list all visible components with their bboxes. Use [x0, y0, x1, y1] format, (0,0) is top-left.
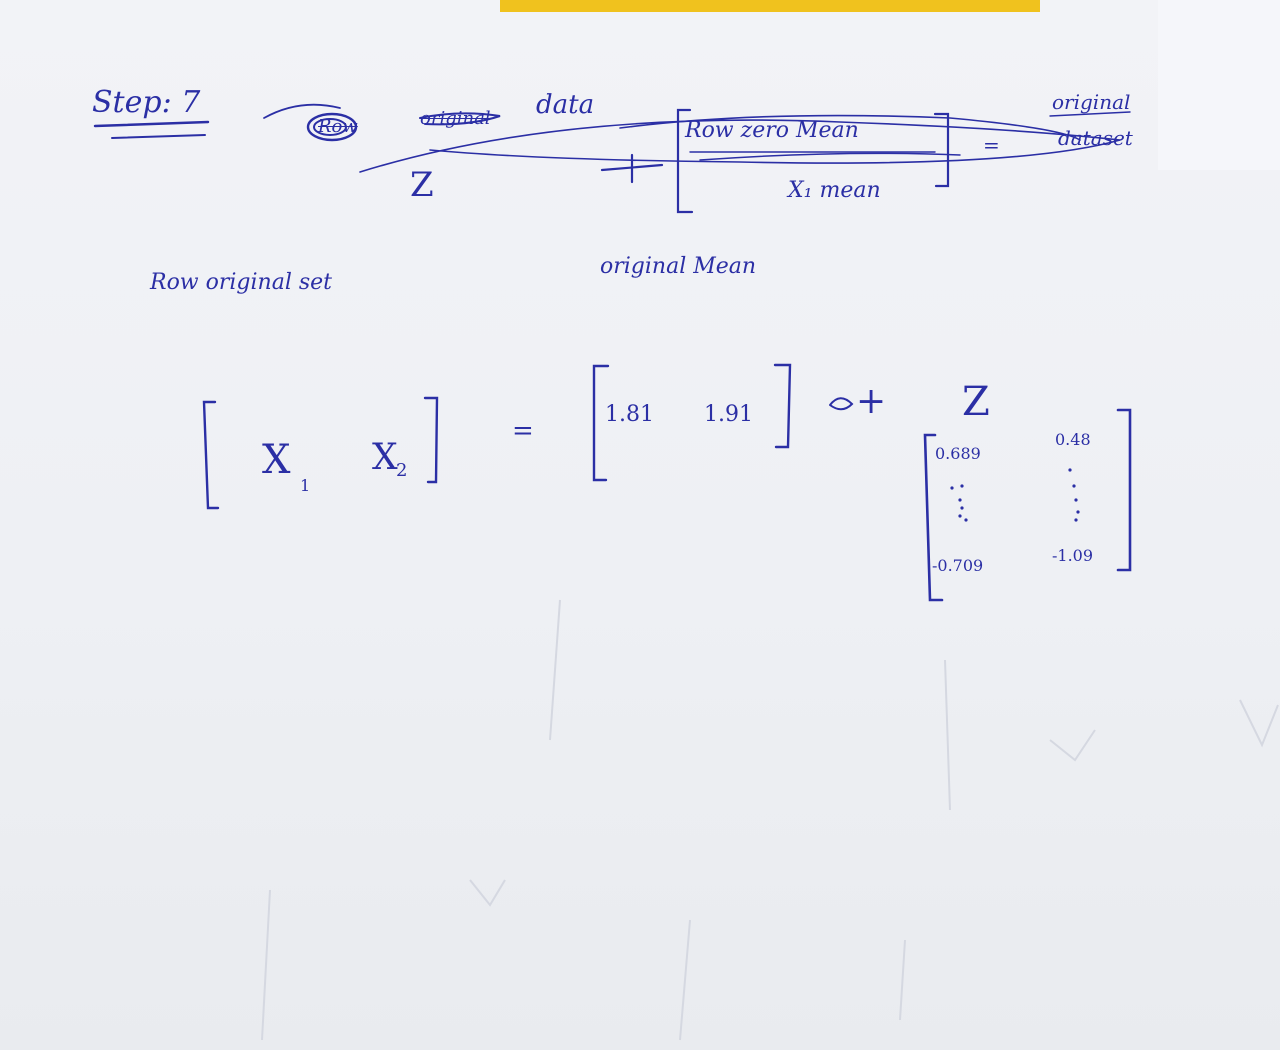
row-original-set-label: Row original set — [150, 270, 333, 295]
z-cell-top-left: 0.689 — [935, 444, 981, 463]
z-cell-bottom-right: -1.09 — [1052, 546, 1094, 565]
original-mean-label: original Mean — [600, 254, 757, 279]
adjacent-page — [1158, 0, 1280, 170]
mean-value-1: 1.81 — [605, 402, 654, 427]
equals-sign: = — [512, 416, 534, 446]
data-word: data — [536, 90, 595, 120]
original-dataset-label-1: original — [1052, 90, 1131, 114]
original-dataset-label-2: dataset — [1058, 126, 1133, 150]
x2-variable: X — [372, 437, 398, 478]
x2-subscript: 2 — [396, 460, 408, 481]
row-zero-mean-label: Row zero Mean — [685, 118, 859, 143]
z-label-header: Z — [410, 165, 434, 205]
step-heading: Step: 7 — [92, 85, 201, 120]
z-cell-top-right: 0.48 — [1055, 430, 1091, 449]
struck-row-word: Row — [318, 116, 358, 137]
x-mean-label: X₁ mean — [788, 178, 881, 203]
plus-sign: + — [856, 381, 887, 422]
tape-strip — [500, 0, 1040, 12]
z-matrix-label: Z — [962, 379, 990, 425]
x1-subscript: 1 — [300, 476, 311, 495]
struck-original-word: original — [420, 108, 491, 129]
z-cell-bottom-left: -0.709 — [932, 556, 984, 575]
minus-sign: = — [983, 133, 1000, 157]
x1-variable: X — [262, 437, 291, 483]
mean-value-2: 1.91 — [704, 402, 753, 427]
